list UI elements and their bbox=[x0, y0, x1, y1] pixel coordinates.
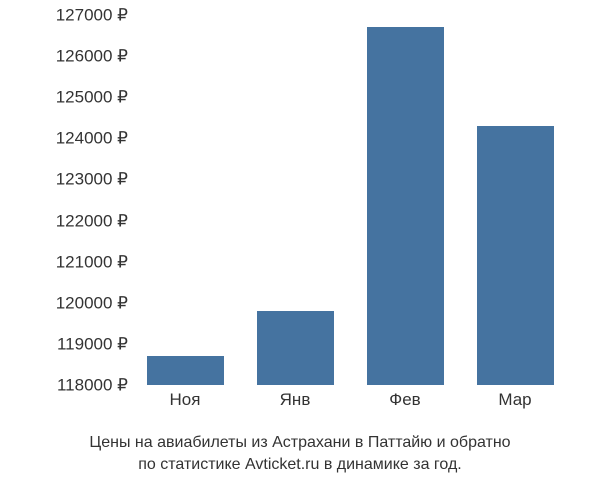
chart-caption: Цены на авиабилеты из Астрахани в Паттай… bbox=[20, 432, 580, 477]
y-tick-label: 119000 ₽ bbox=[20, 335, 128, 352]
bar bbox=[147, 356, 224, 385]
caption-line-1: Цены на авиабилеты из Астрахани в Паттай… bbox=[89, 434, 510, 451]
x-tick-label: Мар bbox=[498, 390, 531, 410]
y-tick-label: 123000 ₽ bbox=[20, 171, 128, 188]
plot-area bbox=[130, 15, 570, 385]
y-tick-label: 120000 ₽ bbox=[20, 294, 128, 311]
caption-line-2: по статистике Avticket.ru в динамике за … bbox=[138, 456, 462, 473]
bar bbox=[367, 27, 444, 385]
x-tick-label: Фев bbox=[389, 390, 420, 410]
x-tick-label: Ноя bbox=[170, 390, 201, 410]
bar bbox=[257, 311, 334, 385]
y-tick-label: 122000 ₽ bbox=[20, 212, 128, 229]
y-tick-label: 121000 ₽ bbox=[20, 253, 128, 270]
y-axis: 118000 ₽119000 ₽120000 ₽121000 ₽122000 ₽… bbox=[20, 15, 128, 385]
y-tick-label: 125000 ₽ bbox=[20, 89, 128, 106]
y-tick-label: 124000 ₽ bbox=[20, 130, 128, 147]
y-tick-label: 118000 ₽ bbox=[20, 377, 128, 394]
bar-chart: 118000 ₽ 119000 ₽ 120000 ₽ 121000 ₽ 122000 ₽… bbox=[20, 10, 580, 430]
bar bbox=[477, 126, 554, 385]
x-tick-label: Янв bbox=[280, 390, 311, 410]
y-tick-label: 126000 ₽ bbox=[20, 48, 128, 65]
y-tick-label: 127000 ₽ bbox=[20, 7, 128, 24]
x-axis: Ноя Янв Фев Мар bbox=[130, 390, 570, 415]
